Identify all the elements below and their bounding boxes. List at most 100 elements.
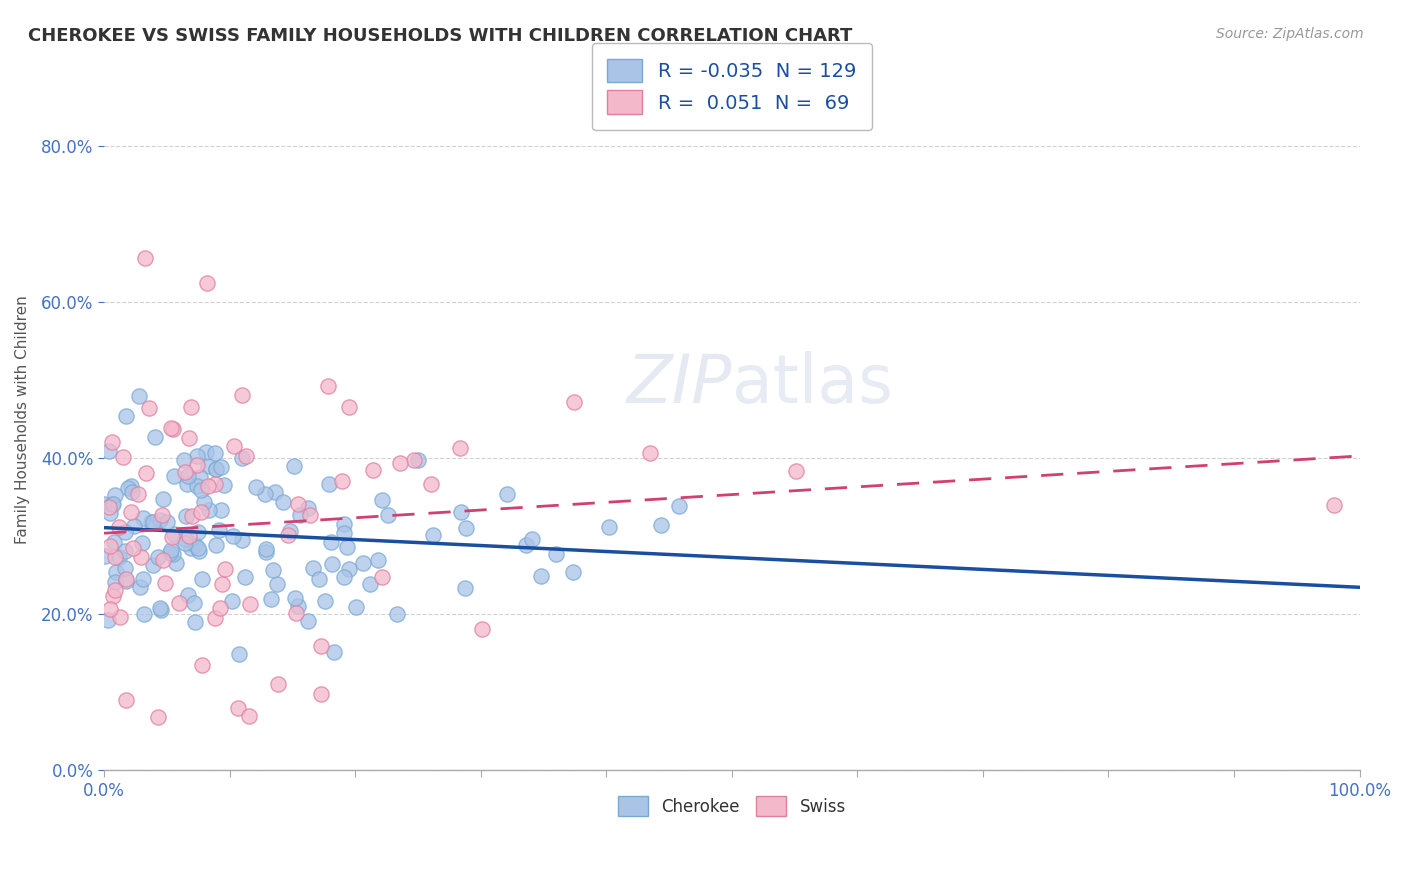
Point <box>174 509 197 524</box>
Point <box>153 575 176 590</box>
Point <box>359 576 381 591</box>
Point <box>148 710 170 724</box>
Point <box>139 515 162 529</box>
Point <box>128 487 150 501</box>
Point <box>134 251 156 265</box>
Point <box>337 401 360 415</box>
Point <box>190 505 212 519</box>
Point <box>191 572 214 586</box>
Point <box>198 503 221 517</box>
Point <box>377 508 399 522</box>
Point <box>224 439 246 453</box>
Point <box>186 458 208 472</box>
Point <box>143 430 166 444</box>
Text: CHEROKEE VS SWISS FAMILY HOUSEHOLDS WITH CHILDREN CORRELATION CHART: CHEROKEE VS SWISS FAMILY HOUSEHOLDS WITH… <box>28 27 852 45</box>
Point <box>333 516 356 531</box>
Point <box>290 508 312 523</box>
Y-axis label: Family Households with Children: Family Households with Children <box>15 295 30 543</box>
Point <box>277 528 299 542</box>
Point <box>406 452 429 467</box>
Point <box>159 546 181 560</box>
Point <box>204 446 226 460</box>
Point <box>221 593 243 607</box>
Point <box>129 549 152 564</box>
Point <box>101 590 124 604</box>
Point <box>515 538 537 552</box>
Point <box>336 540 359 554</box>
Point <box>142 515 165 529</box>
Point <box>302 561 325 575</box>
Point <box>131 536 153 550</box>
Point <box>370 570 392 584</box>
Point <box>97 500 120 514</box>
Point <box>177 431 200 445</box>
Point <box>233 570 256 584</box>
Point <box>112 450 135 465</box>
Point <box>98 539 121 553</box>
Point <box>134 607 156 622</box>
Point <box>235 449 257 463</box>
Point <box>214 562 236 576</box>
Point <box>471 623 494 637</box>
Point <box>188 543 211 558</box>
Point <box>103 549 125 564</box>
Legend: Cherokee, Swiss: Cherokee, Swiss <box>609 788 853 825</box>
Point <box>333 526 356 541</box>
Point <box>454 581 477 595</box>
Point <box>284 591 307 605</box>
Point <box>183 596 205 610</box>
Point <box>204 462 226 476</box>
Point <box>422 528 444 542</box>
Point <box>173 536 195 550</box>
Point <box>120 505 142 519</box>
Text: Source: ZipAtlas.com: Source: ZipAtlas.com <box>1216 27 1364 41</box>
Point <box>162 422 184 436</box>
Point <box>184 615 207 629</box>
Point <box>207 523 229 537</box>
Point <box>311 688 333 702</box>
Point <box>211 576 233 591</box>
Point <box>190 483 212 497</box>
Point <box>103 534 125 549</box>
Point <box>187 541 209 556</box>
Point <box>231 450 253 465</box>
Point <box>160 421 183 435</box>
Point <box>163 469 186 483</box>
Point <box>245 480 267 494</box>
Point <box>180 509 202 524</box>
Point <box>496 487 519 501</box>
Point <box>120 479 142 493</box>
Point <box>273 495 295 509</box>
Point <box>180 401 202 415</box>
Point <box>650 517 672 532</box>
Point <box>346 600 368 615</box>
Point <box>209 503 232 517</box>
Point <box>297 614 319 628</box>
Point <box>640 446 662 460</box>
Point <box>267 677 290 691</box>
Point <box>352 556 374 570</box>
Point <box>562 395 585 409</box>
Point <box>367 553 389 567</box>
Point <box>402 453 425 467</box>
Point <box>165 556 187 570</box>
Point <box>115 572 138 586</box>
Point <box>108 520 131 534</box>
Point <box>104 565 127 579</box>
Point <box>530 568 553 582</box>
Point <box>152 552 174 566</box>
Point <box>254 545 277 559</box>
Point <box>318 477 340 491</box>
Point <box>231 533 253 547</box>
Point <box>197 479 219 493</box>
Point <box>179 529 201 543</box>
Point <box>104 575 127 590</box>
Point <box>114 543 136 558</box>
Point <box>226 701 249 715</box>
Point <box>107 550 129 565</box>
Point <box>208 601 231 615</box>
Point <box>177 588 200 602</box>
Point <box>173 532 195 546</box>
Point <box>149 600 172 615</box>
Point <box>211 460 233 475</box>
